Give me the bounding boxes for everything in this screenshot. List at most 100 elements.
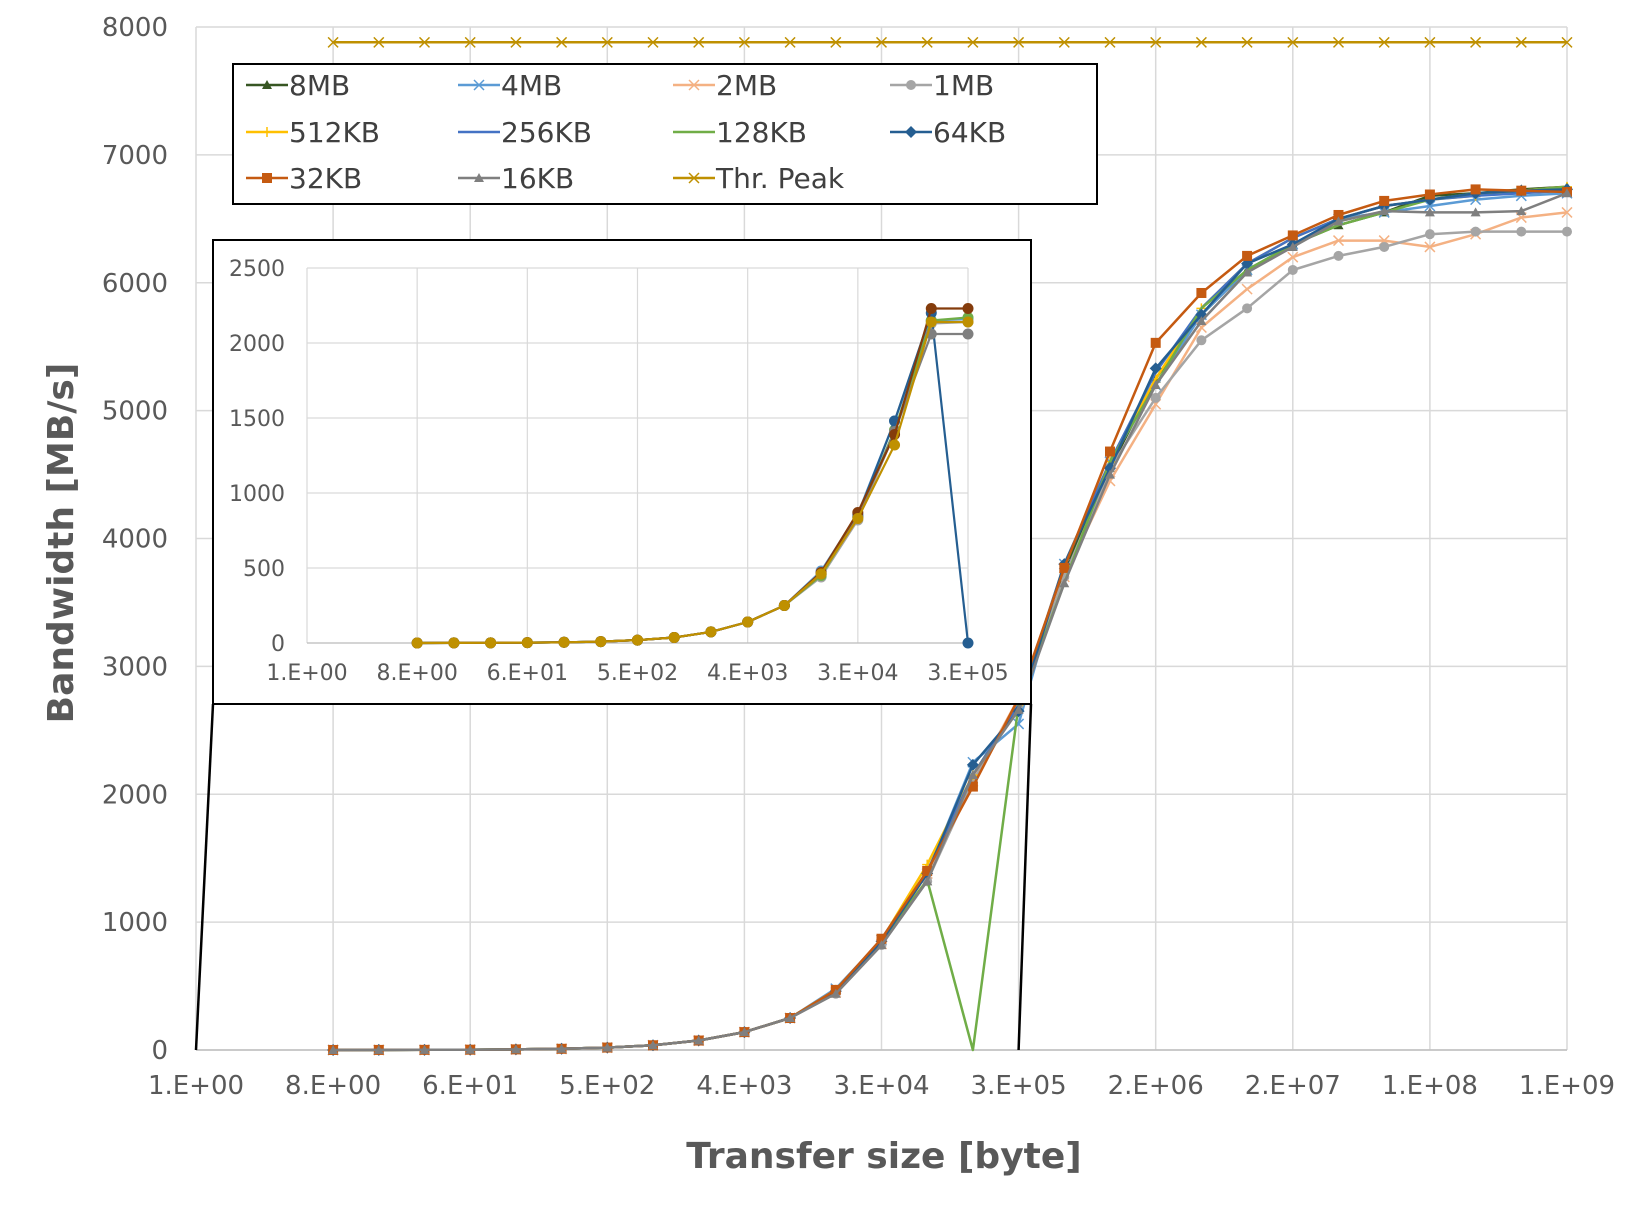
data-point xyxy=(1150,337,1161,348)
legend-item: Thr. Peak xyxy=(673,162,845,195)
x-tick-label: 3.E+04 xyxy=(833,1071,929,1101)
data-point xyxy=(1470,184,1481,195)
data-point xyxy=(1013,36,1025,48)
data-point xyxy=(510,36,522,48)
data-point xyxy=(1104,36,1116,48)
inset-series xyxy=(411,316,974,649)
legend-marker xyxy=(262,173,272,183)
data-point xyxy=(1149,362,1162,375)
legend-label: 256KB xyxy=(501,116,592,149)
zoom-line-right xyxy=(1017,703,1033,1051)
data-point xyxy=(830,988,841,998)
data-point xyxy=(1287,264,1298,275)
y-tick-label: 6000 xyxy=(102,269,168,299)
zoom-connector-lines xyxy=(194,703,1033,1051)
inset-series-line xyxy=(417,320,968,645)
data-point xyxy=(328,1044,339,1054)
data-point xyxy=(922,876,933,886)
inset-y-tick-label: 1500 xyxy=(229,407,285,432)
zoom-line-left xyxy=(194,703,215,1051)
y-tick-label: 7000 xyxy=(102,141,168,171)
data-point xyxy=(1105,469,1115,479)
legend-label: 32KB xyxy=(289,162,362,195)
legend-item: 1MB xyxy=(890,69,994,102)
data-point xyxy=(693,1035,704,1045)
data-point xyxy=(556,36,568,48)
y-tick-label: 3000 xyxy=(102,652,168,682)
data-point xyxy=(1332,235,1345,247)
data-point xyxy=(465,1044,476,1054)
y-tick-label: 2000 xyxy=(102,780,168,810)
inset-data-point xyxy=(778,600,790,611)
data-point xyxy=(876,933,887,944)
data-point xyxy=(1424,241,1436,253)
legend-item: 512KB xyxy=(246,116,380,149)
inset-x-tick-label: 1.E+00 xyxy=(266,661,347,686)
data-point xyxy=(1515,36,1527,48)
data-point xyxy=(1058,36,1070,48)
inset-data-point xyxy=(815,568,827,580)
inset-data-point xyxy=(852,513,864,524)
data-point xyxy=(1196,335,1207,346)
x-tick-label: 1.E+00 xyxy=(148,1071,244,1101)
inset-tick-labels: 0 500 1000 1500 2000 2500 1.E+00 8.E+00 6.E+01 5.… xyxy=(229,257,1009,686)
data-point xyxy=(1195,36,1207,48)
data-point xyxy=(1470,207,1481,217)
data-point xyxy=(327,36,339,48)
data-point xyxy=(1379,206,1390,216)
data-point xyxy=(1241,283,1253,295)
data-point xyxy=(1562,188,1572,198)
x-tick-label: 5.E+02 xyxy=(559,1071,655,1101)
data-point xyxy=(1059,562,1070,573)
data-point xyxy=(1150,36,1162,48)
data-point xyxy=(1242,267,1253,277)
inset-data-point xyxy=(448,637,460,649)
inset-x-tick-label: 3.E+04 xyxy=(817,661,898,686)
legend-label: 16KB xyxy=(501,162,574,195)
data-point xyxy=(739,1027,750,1037)
legend-item: 128KB xyxy=(673,116,807,149)
x-tick-label: 4.E+03 xyxy=(696,1071,792,1101)
legend-label: 128KB xyxy=(716,116,807,149)
legend-label: 64KB xyxy=(933,116,1006,149)
legend-label: 512KB xyxy=(289,116,380,149)
x-tick-label: 1.E+08 xyxy=(1382,1071,1478,1101)
data-point xyxy=(1379,241,1390,252)
data-point xyxy=(1013,704,1024,714)
inset-x-tick-label: 8.E+00 xyxy=(377,661,458,686)
data-point xyxy=(647,36,659,48)
inset-data-point xyxy=(632,634,643,646)
data-point xyxy=(648,1040,658,1050)
legend-item: 4MB xyxy=(458,69,562,102)
inset-chart: 0 500 1000 1500 2000 2500 1.E+00 8.E+00 6.E+01 5.… xyxy=(212,239,1032,705)
data-point xyxy=(556,1043,567,1053)
data-point xyxy=(510,1044,521,1054)
legend-item: 2MB xyxy=(673,69,777,102)
data-point xyxy=(921,36,933,48)
series-16KB xyxy=(328,188,1572,1054)
y-tick-label: 0 xyxy=(151,1036,168,1066)
data-point xyxy=(1378,36,1390,48)
data-point xyxy=(1470,36,1482,48)
inset-data-point xyxy=(668,631,680,643)
inset-data-point xyxy=(889,439,901,451)
data-point xyxy=(967,36,979,48)
legend-marker xyxy=(688,172,700,184)
inset-data-point xyxy=(742,616,754,628)
inset-data-point xyxy=(411,637,423,649)
legend-marker xyxy=(906,80,916,90)
inset-data-point xyxy=(962,328,974,340)
data-point xyxy=(1424,189,1435,200)
data-point xyxy=(1516,206,1527,216)
data-point xyxy=(784,36,796,48)
data-point xyxy=(1150,380,1161,390)
inset-data-point xyxy=(595,636,607,648)
y-tick-label: 8000 xyxy=(102,13,168,43)
y-tick-label: 4000 xyxy=(102,525,168,555)
x-tick-label: 8.E+00 xyxy=(285,1071,381,1101)
inset-data-point xyxy=(521,637,533,649)
x-axis-title: Transfer size [byte] xyxy=(686,1136,1082,1177)
data-point xyxy=(1333,250,1344,261)
